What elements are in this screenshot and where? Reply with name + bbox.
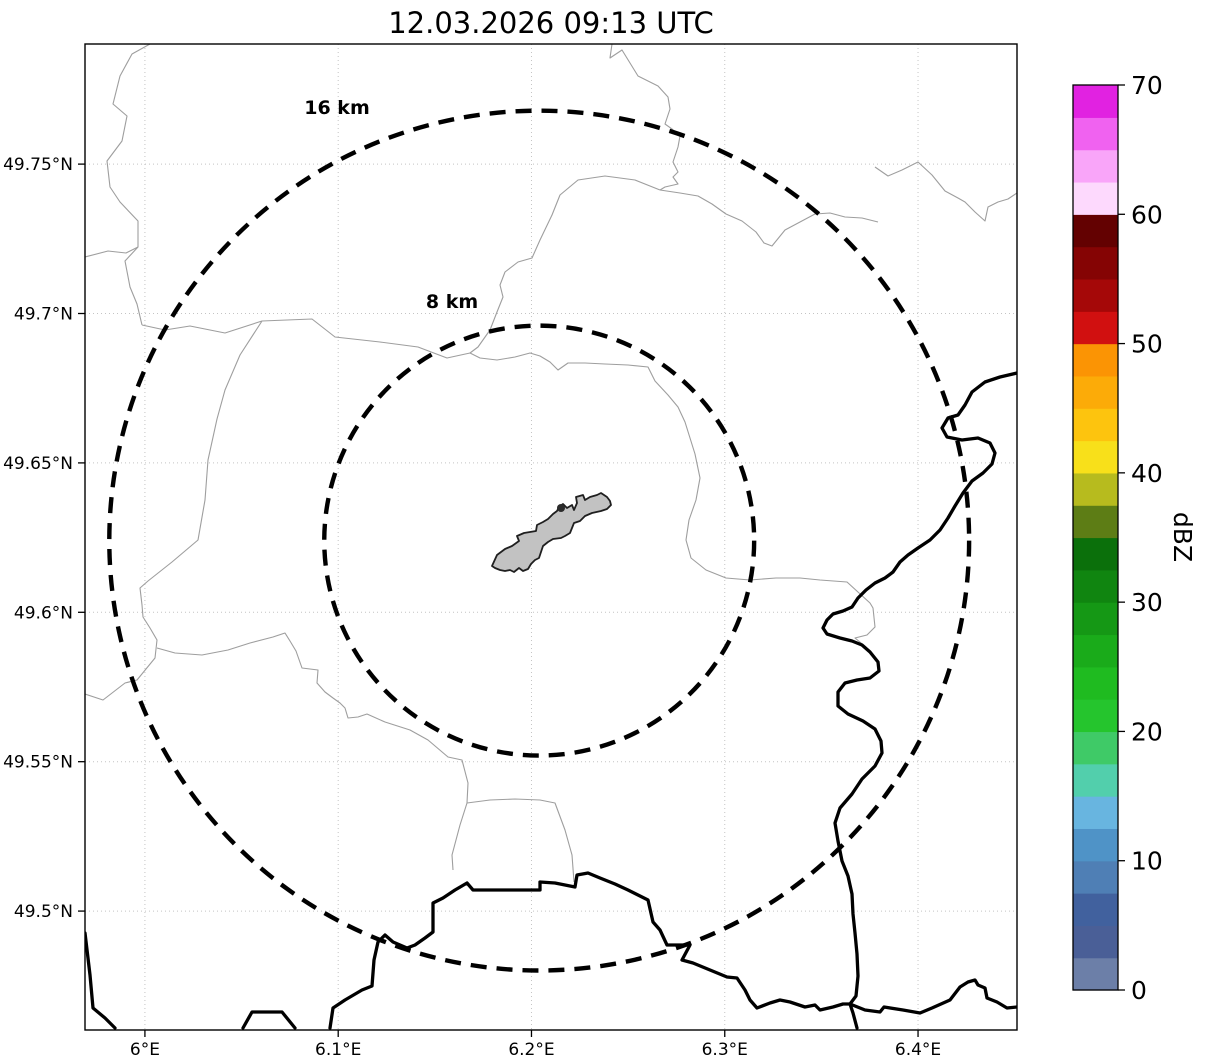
range-ring-16km <box>107 108 972 973</box>
airport-outline <box>491 492 612 573</box>
colorbar-segment <box>1073 699 1118 733</box>
admin-boundary-line <box>469 175 661 354</box>
colorbar-segment <box>1073 828 1118 862</box>
range-ring-label: 8 km <box>426 291 478 313</box>
admin-boundary-line <box>659 189 879 247</box>
y-axis-tick-label: 49.75°N <box>3 155 73 175</box>
map-frame <box>84 43 1018 1031</box>
y-axis-tick-label: 49.6°N <box>14 603 73 623</box>
colorbar-segment <box>1073 311 1118 345</box>
colorbar-tick-label: 60 <box>1131 200 1163 229</box>
country-border-line <box>85 931 117 1030</box>
colorbar-tick-label: 40 <box>1131 459 1163 488</box>
colorbar-segment <box>1073 537 1118 571</box>
range-ring-8km <box>322 323 757 758</box>
colorbar-tick-label: 10 <box>1131 847 1163 876</box>
colorbar-segment <box>1073 85 1118 118</box>
colorbar-segment <box>1073 181 1118 215</box>
colorbar-unit-label: dBZ <box>1168 511 1197 563</box>
colorbar-frame <box>1072 84 1119 991</box>
y-axis-tick-label: 49.5°N <box>14 902 73 922</box>
x-axis-tick-label: 6.3°E <box>702 1040 748 1060</box>
admin-boundary-line <box>141 318 876 654</box>
figure-title: 12.03.2026 09:13 UTC <box>388 6 714 40</box>
colorbar-segment <box>1073 634 1118 668</box>
country-border-line <box>241 1010 297 1030</box>
colorbar-segment <box>1073 893 1118 926</box>
x-axis-tick-label: 6°E <box>130 1040 160 1060</box>
y-axis-tick-label: 49.55°N <box>3 753 73 773</box>
admin-boundary-line <box>85 246 139 258</box>
colorbar-segment <box>1073 505 1118 539</box>
colorbar-tick-label: 30 <box>1131 588 1163 617</box>
country-border-line <box>821 371 1017 1030</box>
y-axis-tick-label: 49.7°N <box>14 305 73 325</box>
colorbar-segment <box>1073 796 1118 829</box>
colorbar-segment <box>1073 278 1118 312</box>
colorbar-tick-label: 70 <box>1131 71 1163 100</box>
range-ring-label: 16 km <box>304 97 370 119</box>
colorbar-segment <box>1073 472 1118 506</box>
admin-boundary-line <box>156 632 469 871</box>
colorbar-segment <box>1073 149 1118 183</box>
colorbar-segment <box>1073 117 1118 151</box>
country-border-line <box>328 871 1017 1030</box>
x-axis-tick-label: 6.1°E <box>315 1040 361 1060</box>
admin-boundary-line <box>466 798 575 883</box>
colorbar-segment <box>1073 214 1118 248</box>
admin-boundary-line <box>874 161 1017 222</box>
x-axis-tick-label: 6.2°E <box>508 1040 554 1060</box>
x-axis-tick-label: 6.4°E <box>895 1040 941 1060</box>
colorbar-segment <box>1073 246 1118 280</box>
colorbar-segment <box>1073 375 1118 409</box>
colorbar-segment <box>1073 440 1118 474</box>
colorbar-tick-label: 20 <box>1131 717 1163 746</box>
y-axis-tick-label: 49.65°N <box>3 454 73 474</box>
colorbar-segment <box>1073 860 1118 894</box>
radar-site-marker <box>557 504 565 512</box>
colorbar-tick-label: 0 <box>1131 976 1147 1005</box>
admin-boundary-line <box>85 320 263 701</box>
colorbar-segment <box>1073 408 1118 442</box>
colorbar-segment <box>1073 666 1118 700</box>
colorbar-segment <box>1073 569 1118 603</box>
colorbar-segment <box>1073 602 1118 636</box>
colorbar-segment <box>1073 343 1118 377</box>
colorbar-tick-label: 50 <box>1131 330 1163 359</box>
colorbar-segment <box>1073 731 1118 765</box>
admin-boundary-line <box>106 44 151 326</box>
colorbar-segment <box>1073 957 1118 991</box>
admin-boundary-line <box>609 44 681 191</box>
colorbar-segment <box>1073 763 1118 797</box>
map-content <box>85 44 1017 1030</box>
colorbar-segment <box>1073 925 1118 959</box>
